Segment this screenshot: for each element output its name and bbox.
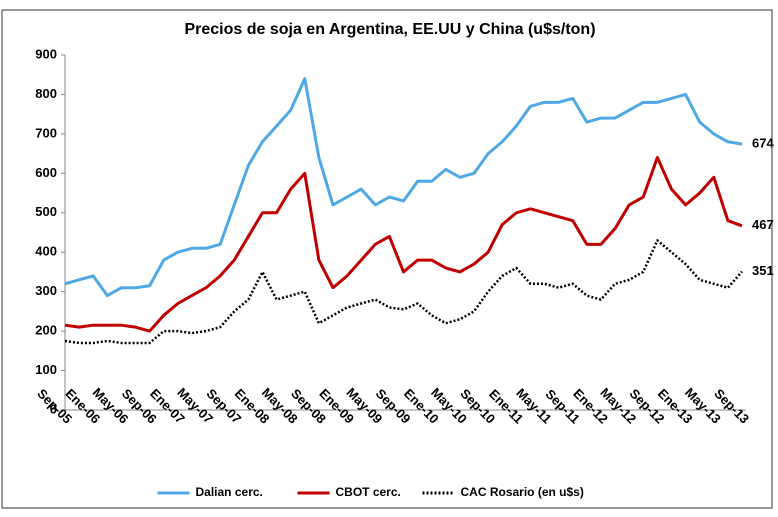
series-line xyxy=(64,239,743,345)
y-tick-label: 300 xyxy=(35,283,57,298)
y-tick-label: 500 xyxy=(35,204,57,219)
y-tick-label: 600 xyxy=(35,165,57,180)
end-label: 674 xyxy=(752,136,774,151)
y-tick-label: 400 xyxy=(35,244,57,259)
y-tick-label: 900 xyxy=(35,46,57,61)
y-tick-label: 800 xyxy=(35,86,57,101)
series-line xyxy=(64,77,743,298)
series-line xyxy=(64,156,743,333)
legend-label: CAC Rosario (en u$s) xyxy=(461,485,584,499)
legend-label: Dalian cerc. xyxy=(196,485,263,499)
y-tick-label: 700 xyxy=(35,125,57,140)
end-label: 351 xyxy=(752,263,774,278)
y-tick-label: 100 xyxy=(35,362,57,377)
end-label: 467 xyxy=(752,217,774,232)
chart-title: Precios de soja en Argentina, EE.UU y Ch… xyxy=(184,21,595,38)
legend-label: CBOT cerc. xyxy=(336,485,401,499)
y-tick-label: 0 xyxy=(50,401,57,416)
y-tick-label: 200 xyxy=(35,323,57,338)
chart-border xyxy=(1,9,773,509)
